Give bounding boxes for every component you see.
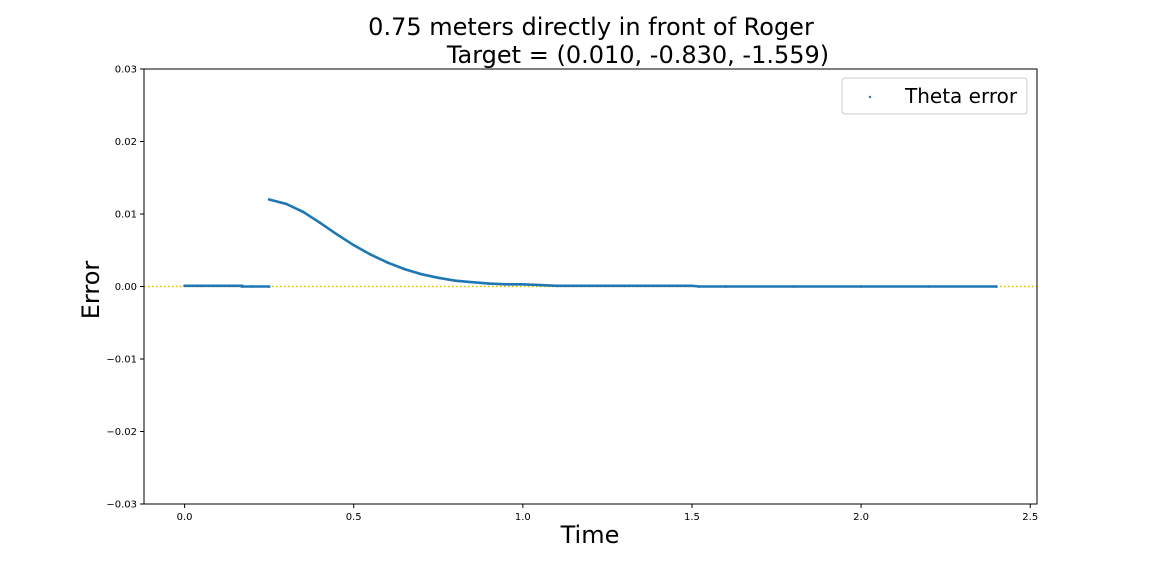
y-tick-label: −0.01 bbox=[106, 355, 137, 366]
data-point bbox=[487, 282, 491, 285]
data-point bbox=[656, 284, 660, 288]
series-0-segment-0 bbox=[183, 284, 271, 288]
x-tick-label: 2.0 bbox=[853, 512, 869, 523]
data-point bbox=[690, 284, 694, 288]
data-point bbox=[352, 243, 356, 247]
plot-area: 0.0 0.5 1.0 1.5 2.0 2.5 0.03 0.02 0.01 0.00 −0.01 −… bbox=[106, 65, 1038, 524]
x-tick-label: 1.5 bbox=[684, 512, 700, 523]
legend-entry-theta-error: Theta error bbox=[904, 84, 1018, 108]
y-tick-label: 0.03 bbox=[115, 65, 137, 76]
data-point bbox=[927, 285, 931, 288]
data-point bbox=[995, 285, 998, 288]
legend-marker bbox=[868, 95, 872, 99]
data-point bbox=[318, 221, 322, 224]
x-tick-label: 0.5 bbox=[346, 512, 362, 523]
data-point bbox=[301, 210, 305, 214]
x-tick-label: 0.0 bbox=[177, 512, 193, 523]
y-tick-label: −0.02 bbox=[106, 427, 137, 438]
data-point bbox=[538, 283, 542, 287]
data-point bbox=[453, 279, 457, 283]
data-point bbox=[386, 261, 389, 264]
data-point bbox=[792, 285, 795, 288]
data-point bbox=[234, 284, 237, 288]
data-point bbox=[284, 202, 288, 206]
data-point bbox=[217, 284, 220, 288]
x-tick-label: 1.0 bbox=[515, 512, 531, 523]
data-point bbox=[470, 280, 474, 284]
data-point bbox=[267, 198, 271, 201]
y-tick-label: 0.02 bbox=[115, 137, 137, 148]
data-point bbox=[240, 285, 244, 288]
data-point bbox=[623, 284, 626, 288]
data-point bbox=[697, 285, 701, 288]
chart-title-line1: 0.75 meters directly in front of Roger bbox=[368, 13, 814, 41]
data-point bbox=[200, 284, 203, 288]
legend-box bbox=[841, 77, 1028, 115]
x-tick-label: 2.5 bbox=[1022, 512, 1038, 523]
chart-title-line2: Target = (0.010, -0.830, -1.559) bbox=[446, 41, 829, 69]
data-point bbox=[403, 267, 406, 271]
data-point bbox=[724, 285, 728, 288]
data-point bbox=[589, 284, 592, 288]
data-point bbox=[267, 285, 271, 288]
data-point bbox=[521, 283, 525, 286]
y-axis-label: Error bbox=[77, 261, 105, 320]
x-axis-label: Time bbox=[560, 521, 620, 549]
y-tick-label: 0.00 bbox=[115, 282, 137, 293]
data-point bbox=[183, 284, 186, 288]
y-tick-label: 0.01 bbox=[115, 210, 137, 221]
data-point bbox=[859, 285, 863, 288]
series-0-segment-1 bbox=[267, 198, 998, 288]
y-tick-label: −0.03 bbox=[106, 500, 137, 511]
data-point bbox=[504, 283, 508, 286]
data-point bbox=[369, 253, 372, 256]
data-point bbox=[335, 233, 339, 236]
data-point bbox=[555, 284, 558, 288]
data-point bbox=[420, 272, 423, 276]
legend: Theta error bbox=[841, 77, 1028, 115]
data-point bbox=[436, 276, 440, 280]
data-point bbox=[250, 285, 254, 288]
